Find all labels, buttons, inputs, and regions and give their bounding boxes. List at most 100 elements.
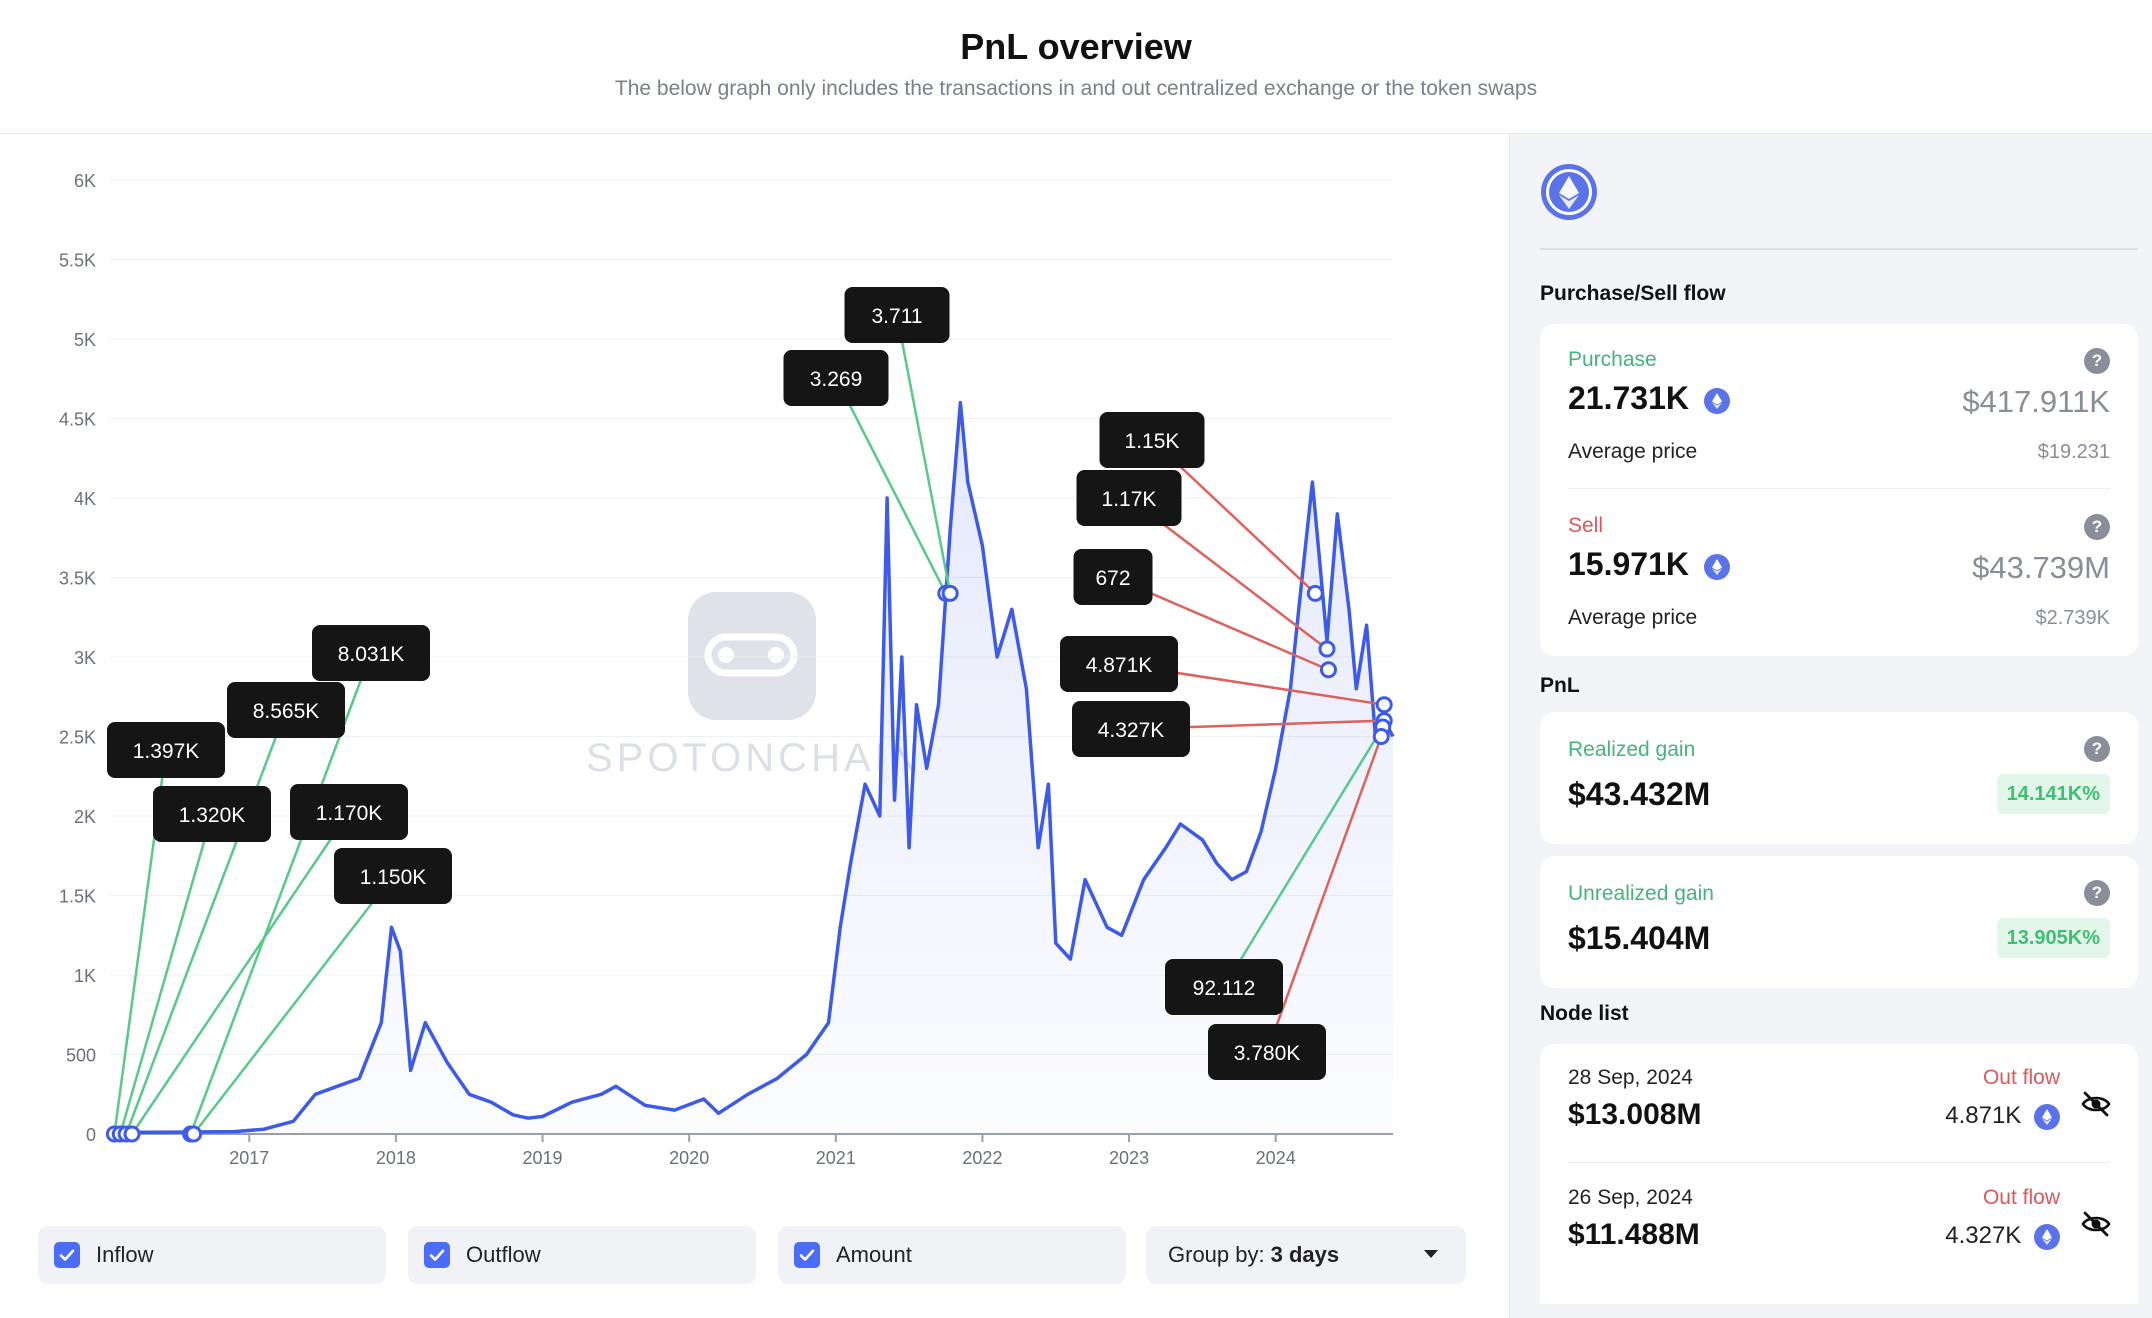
chart-controls: Inflow Outflow Amount Group by: 3 days xyxy=(38,1226,1468,1284)
annotation-label-box xyxy=(1076,470,1182,526)
inflow-connector xyxy=(119,813,214,1135)
pnl-section-title: PnL xyxy=(1540,674,1580,697)
node-list-item[interactable]: 26 Sep, 2024 $11.488M Out flow 4.327K xyxy=(1540,1164,2138,1280)
y-tick-label: 4K xyxy=(74,489,96,509)
caret-down-icon xyxy=(1424,1250,1438,1258)
price-area xyxy=(117,402,1393,1135)
node-list: 28 Sep, 2024 $13.008M Out flow 4.871K 26… xyxy=(1540,1044,2138,1304)
group-by-select[interactable]: Group by: 3 days xyxy=(1146,1226,1466,1284)
node-list-title: Node list xyxy=(1540,1002,1629,1025)
ethereum-icon xyxy=(1703,553,1730,580)
inflow-checkbox[interactable] xyxy=(54,1242,80,1268)
inflow-toggle[interactable]: Inflow xyxy=(38,1226,386,1284)
eye-off-icon[interactable] xyxy=(2080,1088,2112,1120)
y-tick-label: 3K xyxy=(74,648,96,668)
flow-section-title: Purchase/Sell flow xyxy=(1540,282,1726,305)
unrealized-pct-badge: 13.905K% xyxy=(1996,918,2110,958)
data-point-marker xyxy=(1319,661,1337,679)
node-flow-type: Out flow xyxy=(1982,1066,2060,1089)
node-amount-value: 4.871K xyxy=(1945,1102,2022,1129)
purchase-sell-card: Purchase ? 21.731K $417.911K Average pri… xyxy=(1540,324,2138,656)
node-value: $11.488M xyxy=(1568,1218,1700,1251)
node-amount: 4.327K xyxy=(1945,1222,2060,1250)
watermark-logo xyxy=(688,592,816,720)
sell-label: Sell xyxy=(1568,514,1604,537)
sell-help-icon[interactable]: ? xyxy=(2084,514,2110,540)
y-tick-label: 4.5K xyxy=(59,410,96,430)
card-divider xyxy=(1568,488,2110,489)
data-point-marker xyxy=(1375,696,1393,714)
annotation-label: 4.327K xyxy=(1098,719,1165,742)
realized-help-icon[interactable]: ? xyxy=(2084,736,2110,762)
unrealized-help-icon[interactable]: ? xyxy=(2084,880,2110,906)
purchase-help-icon[interactable]: ? xyxy=(2084,348,2110,374)
annotation-label-box xyxy=(1165,959,1283,1015)
inflow-connector xyxy=(130,811,351,1135)
ethereum-icon xyxy=(1703,387,1730,414)
sell-avg-value: $2.739K xyxy=(2035,607,2110,629)
outflow-toggle[interactable]: Outflow xyxy=(408,1226,756,1284)
check-icon xyxy=(59,1249,75,1261)
inflow-connector xyxy=(192,875,394,1135)
pnl-chart: SPOTONCHAIN 0 500 1K 1.5K 2K 2.5K 3K 3.5K 4K 4.5K… xyxy=(0,134,1508,1318)
page-subtitle: The below graph only includes the transa… xyxy=(614,77,1538,100)
sell-amount-value: 15.971K xyxy=(1568,546,1689,582)
price-line xyxy=(117,400,1395,1135)
data-point-marker xyxy=(1372,728,1390,745)
annotation-label: 1.150K xyxy=(360,866,427,889)
annotation-label: 1.15K xyxy=(1125,430,1180,453)
annotation-label: 3.269 xyxy=(810,368,863,391)
annotation-label-box xyxy=(107,722,225,778)
annotation-label-box xyxy=(1072,701,1190,757)
purchase-avg-label: Average price xyxy=(1568,440,1698,463)
amount-toggle[interactable]: Amount xyxy=(778,1226,1126,1284)
realized-label: Realized gain xyxy=(1568,738,1696,761)
annotation-label: 1.170K xyxy=(316,802,383,825)
node-list-item[interactable]: 28 Sep, 2024 $13.008M Out flow 4.871K xyxy=(1540,1044,2138,1160)
y-tick-label: 0 xyxy=(86,1125,96,1145)
node-date: 28 Sep, 2024 xyxy=(1568,1066,1693,1089)
realized-value: $43.432M xyxy=(1568,776,1711,812)
purchase-usd: $417.911K xyxy=(1962,384,2110,419)
amount-checkbox[interactable] xyxy=(794,1242,820,1268)
annotation-label: 8.565K xyxy=(253,700,320,723)
ethereum-icon xyxy=(2034,1223,2060,1250)
realized-gain-card: Realized gain ? $43.432M 14.141K% xyxy=(1540,712,2138,844)
annotation-label-box xyxy=(290,784,408,840)
data-point-marker xyxy=(941,584,959,602)
group-by-label: Group by: xyxy=(1168,1242,1265,1267)
inflow-connector xyxy=(124,709,288,1135)
outflow-checkbox[interactable] xyxy=(424,1242,450,1268)
annotation-label: 1.320K xyxy=(179,804,246,827)
outflow-label: Outflow xyxy=(466,1242,541,1267)
sell-avg-label: Average price xyxy=(1568,606,1698,629)
y-tick-label: 3.5K xyxy=(59,569,96,589)
annotation-label-box xyxy=(844,287,950,343)
check-icon xyxy=(799,1249,815,1261)
group-by-value: 3 days xyxy=(1270,1242,1340,1267)
chart-labels: 1.397K 1.320K 8.565K 1.170K 8.031K 1.150K 3.26… xyxy=(107,287,1326,1080)
annotation-label: 1.17K xyxy=(1102,488,1157,511)
x-tick-label: 2024 xyxy=(1256,1148,1296,1168)
annotation-label-box xyxy=(334,848,452,904)
x-tick-label: 2022 xyxy=(962,1148,1002,1168)
annotation-label: 3.711 xyxy=(872,305,923,328)
data-point-marker xyxy=(185,1125,203,1143)
unrealized-value: $15.404M xyxy=(1568,920,1711,956)
node-divider xyxy=(1568,1162,2110,1163)
annotation-label: 1.397K xyxy=(133,740,200,763)
sidebar-divider xyxy=(1540,248,2138,250)
inflow-label: Inflow xyxy=(96,1242,154,1267)
node-amount-value: 4.327K xyxy=(1945,1222,2022,1249)
y-tick-label: 1.5K xyxy=(59,887,96,907)
outflow-connector xyxy=(1265,736,1383,1053)
eye-off-icon[interactable] xyxy=(2080,1208,2112,1240)
y-tick-label: 2K xyxy=(74,807,96,827)
annotation-label-box xyxy=(1073,549,1153,605)
inflow-connector xyxy=(834,377,947,594)
chart-svg: SPOTONCHAIN 0 500 1K 1.5K 2K 2.5K 3K 3.5K 4K 4.5K… xyxy=(59,171,1395,1168)
page-title: PnL overview xyxy=(960,26,1192,67)
y-tick-label: 500 xyxy=(66,1046,96,1066)
x-tick-label: 2019 xyxy=(523,1148,563,1168)
sidebar: Purchase/Sell flow Purchase ? 21.731K $4… xyxy=(1509,134,2152,1318)
